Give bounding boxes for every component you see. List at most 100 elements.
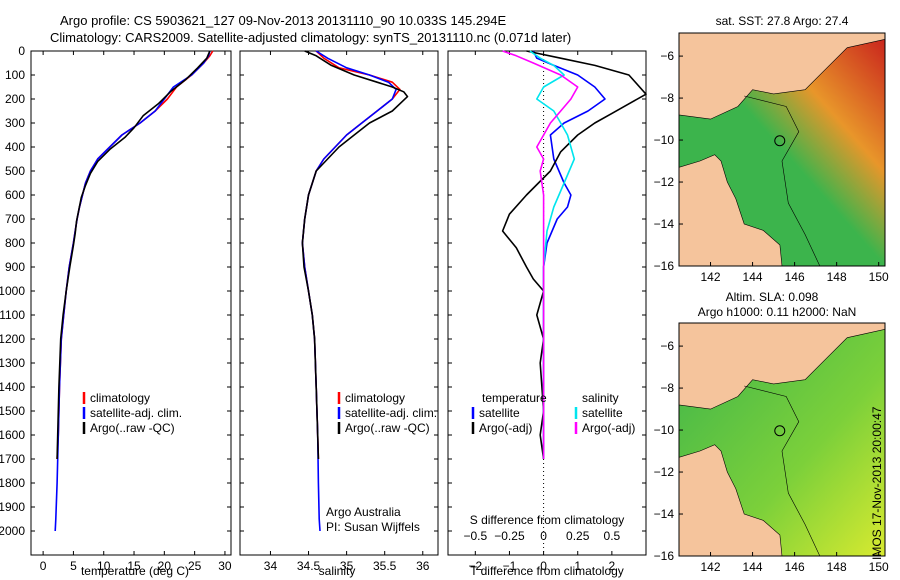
difference-s-tick-label: −0.25 [494, 529, 525, 543]
salinity-legend-label: satellite-adj. clim. [345, 406, 437, 420]
sla-map-xtick-label: 142 [701, 560, 721, 574]
temperature-ytick-label: 1100 [0, 308, 25, 322]
temperature-xtick-label: 30 [218, 559, 232, 573]
sla-map-ytick-label: −10 [654, 423, 675, 437]
temperature-ytick-label: 800 [5, 236, 25, 250]
sla-map-xtick-label: 150 [869, 560, 889, 574]
temperature-xtick-label: 25 [188, 559, 202, 573]
salinity-xtick-label: 36 [416, 559, 430, 573]
sst-map-ytick-label: −10 [654, 133, 675, 147]
temperature-ytick-label: 1500 [0, 404, 25, 418]
temperature-xtick-label: 10 [97, 559, 111, 573]
sla-map-ytick-label: −6 [660, 339, 674, 353]
difference-xtick-label: −2 [468, 559, 482, 573]
difference-xtick-label: 0 [540, 559, 547, 573]
temperature-legend-label: climatology [90, 391, 150, 405]
header-line2: Climatology: CARS2009. Satellite-adjuste… [50, 30, 571, 45]
temperature-xtick-label: 0 [40, 559, 47, 573]
sla-map-ytick-label: −12 [654, 465, 675, 479]
sst-map-ytick-label: −12 [654, 175, 675, 189]
temperature-ytick-label: 100 [5, 68, 25, 82]
sla-map-contour [744, 385, 821, 556]
difference-s-tick-label: 0.25 [566, 529, 590, 543]
difference-xlabel: T difference from climatology [470, 564, 624, 578]
sla-map-title-2: Argo h1000: 0.11 h2000: NaN [698, 305, 857, 319]
sst-map-frame [678, 32, 886, 267]
difference-legend-title: salinity [582, 391, 619, 405]
sst-map-title: sat. SST: 27.8 Argo: 27.4 [716, 14, 849, 28]
temperature-xtick-label: 20 [158, 559, 172, 573]
difference-axes-box [447, 50, 647, 556]
salinity-legend-label: climatology [345, 391, 405, 405]
sst-map-ytick-label: −16 [654, 259, 675, 273]
sst-map-plot-area [679, 33, 885, 266]
sla-map-ytick-label: −14 [654, 507, 675, 521]
salinity-xtick-label: 34.5 [297, 559, 321, 573]
temperature-ytick-label: 1900 [0, 500, 25, 514]
temperature-ytick-label: 400 [5, 140, 25, 154]
sst-map-xtick-label: 150 [869, 270, 889, 284]
sla-map-plot-area [679, 323, 885, 556]
temperature-ytick-label: 1200 [0, 332, 25, 346]
salinity-series-argo-raw-qc- [301, 50, 409, 460]
salinity-panel: 34 34.5 35 35.5 36 climatologysatellite-adj. … [239, 50, 439, 573]
temperature-xtick-label: 15 [127, 559, 141, 573]
temperature-ytick-label: 1000 [0, 284, 25, 298]
sst-map-panel: 142 144 146 148 150 −6 −8 −10 −12 −14 −16 [654, 32, 889, 284]
sla-map-land-north [679, 323, 885, 410]
sla-map-frame [678, 322, 886, 557]
temperature-ytick-label: 600 [5, 188, 25, 202]
temperature-ytick-label: 500 [5, 164, 25, 178]
difference-temperature-legend-label: satellite [479, 406, 520, 420]
temperature-ytick-label: 1300 [0, 356, 25, 370]
salinity-annotation-1: Argo Australia [326, 505, 401, 519]
sla-map-ytick-label: −16 [654, 549, 675, 563]
difference-panel: −2 −1 0 1 2−0.5 −0.25 0 0.25 0.5temperaturesatel… [447, 50, 647, 573]
sla-map-ytick-label: −8 [660, 381, 674, 395]
salinity-xtick-label: 34 [264, 559, 278, 573]
sla-map-xtick-label: 144 [743, 560, 763, 574]
sst-map-xtick-label: 144 [743, 270, 763, 284]
side-label: IMOS 17-Nov-2013 20:00:47 [870, 406, 884, 560]
salinity-xlabel: salinity [319, 564, 356, 578]
sla-map-argo-marker [774, 425, 786, 437]
difference-series-s-satellite [529, 50, 576, 459]
temperature-ytick-label: 300 [5, 116, 25, 130]
sst-map-argo-marker [774, 135, 786, 147]
salinity-annotation-2: PI: Susan Wijffels [326, 520, 420, 534]
difference-salinity-legend-label: satellite [582, 406, 623, 420]
temperature-panel: 0100200300400500600700800900100011001200… [0, 44, 232, 573]
temperature-ytick-label: 1700 [0, 452, 25, 466]
temperature-ytick-label: 900 [5, 260, 25, 274]
difference-s-tick-label: 0.5 [604, 529, 621, 543]
header-line1: Argo profile: CS 5903621_127 09-Nov-2013… [60, 13, 507, 28]
temperature-axes-box [30, 50, 232, 556]
temperature-ytick-label: 1400 [0, 380, 25, 394]
sla-map-title-1: Altim. SLA: 0.098 [726, 290, 819, 304]
difference-legend-title: temperature [482, 391, 547, 405]
difference-temperature-legend-label: Argo(-adj) [479, 421, 532, 435]
temperature-ytick-label: 1800 [0, 476, 25, 490]
sst-map-ytick-label: −8 [660, 91, 674, 105]
sla-map-panel: 142 144 146 148 150 −6 −8 −10 −12 −14 −16 [654, 322, 889, 574]
sla-map-xtick-label: 146 [785, 560, 805, 574]
difference-series-s-argo-adj- [502, 50, 579, 459]
temperature-xtick-label: 5 [70, 559, 77, 573]
sst-map-ytick-label: −6 [660, 49, 674, 63]
temperature-xlabel: temperature (deg C) [81, 564, 189, 578]
sst-map-xtick-label: 146 [785, 270, 805, 284]
sla-map-land-south [679, 444, 783, 556]
difference-xtick-label: −1 [503, 559, 517, 573]
salinity-legend-label: Argo(..raw -QC) [345, 421, 430, 435]
difference-s-tick-label: 0 [540, 529, 547, 543]
difference-xlabel-top: S difference from climatology [470, 513, 625, 527]
temperature-ytick-label: 1600 [0, 428, 25, 442]
temperature-ytick-label: 2000 [0, 524, 25, 538]
sst-map-ytick-label: −14 [654, 217, 675, 231]
difference-s-tick-label: −0.5 [463, 529, 487, 543]
difference-xtick-label: 1 [574, 559, 581, 573]
sst-map-land-north [679, 33, 885, 120]
temperature-ytick-label: 200 [5, 92, 25, 106]
temperature-ytick-label: 0 [18, 44, 25, 58]
